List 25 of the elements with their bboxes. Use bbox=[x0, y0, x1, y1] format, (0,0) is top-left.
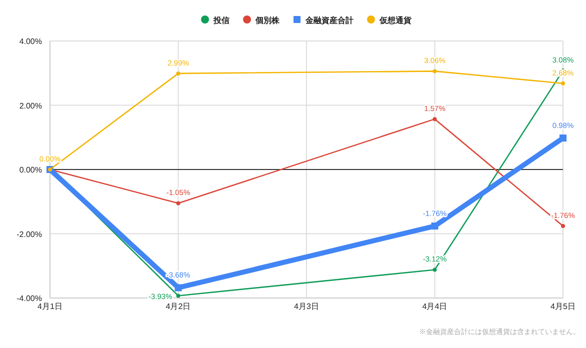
legend-label: 個別株 bbox=[254, 16, 280, 25]
point bbox=[176, 71, 180, 76]
legend-label: 仮想通貨 bbox=[378, 16, 412, 25]
point bbox=[432, 268, 437, 272]
y-tick-label: -2.00% bbox=[16, 230, 42, 239]
x-tick-label: 4月3日 bbox=[294, 302, 319, 311]
point bbox=[174, 284, 182, 292]
point bbox=[176, 201, 180, 206]
y-tick-label: -4.00% bbox=[16, 294, 42, 303]
point bbox=[176, 294, 180, 298]
point bbox=[432, 69, 437, 74]
point bbox=[431, 222, 438, 230]
y-tick-label: 0.00% bbox=[19, 166, 42, 174]
x-tick-label: 4月5日 bbox=[550, 302, 576, 311]
legend-label: 金融資産合計 bbox=[304, 15, 354, 25]
y-tick-label: 2.00% bbox=[19, 101, 42, 110]
x-tick-label: 4月2日 bbox=[166, 302, 191, 311]
legend-label: 投信 bbox=[212, 16, 230, 25]
point bbox=[560, 134, 566, 142]
point bbox=[432, 117, 437, 122]
point bbox=[561, 224, 565, 228]
x-tick-label: 4月1日 bbox=[38, 302, 62, 311]
point bbox=[561, 81, 565, 86]
y-tick-label: 4.00% bbox=[19, 37, 42, 46]
x-tick-label: 4月4日 bbox=[422, 302, 448, 311]
